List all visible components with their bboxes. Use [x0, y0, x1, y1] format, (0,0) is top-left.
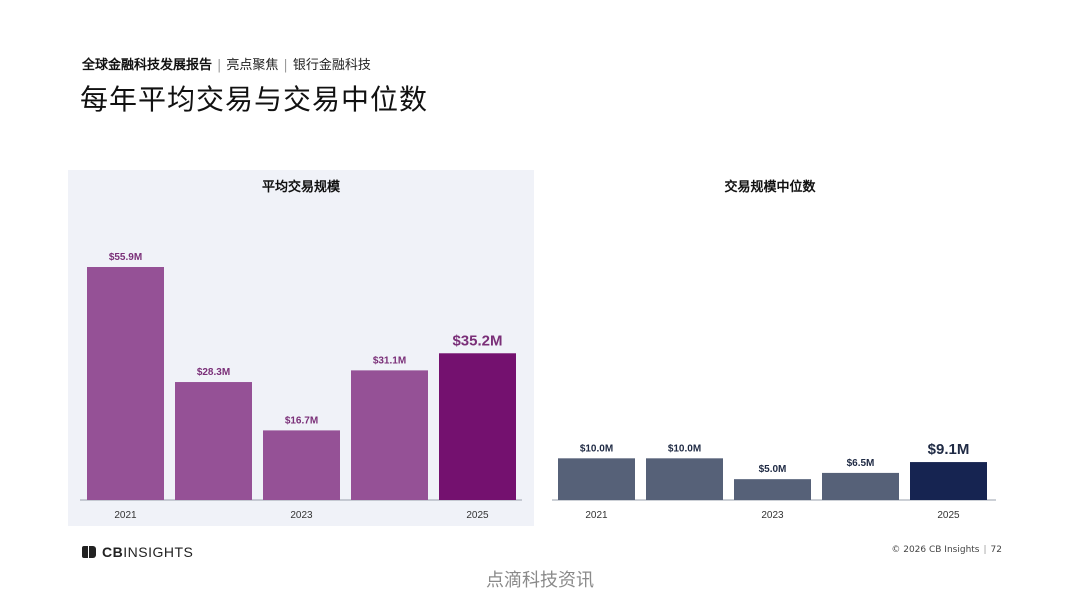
data-label: $10.0M	[668, 443, 701, 454]
bar-2025	[910, 462, 987, 500]
avg-deal-chart-title: 平均交易规模	[261, 180, 340, 195]
watermark-text: 点滴科技资讯	[486, 570, 594, 591]
data-label: $28.3M	[197, 367, 230, 378]
bar-2021	[87, 267, 164, 500]
bar-2022	[175, 382, 252, 500]
report-header: 全球金融科技发展报告 | 亮点聚焦 | 银行金融科技	[82, 54, 371, 73]
x-tick-label: 2025	[937, 510, 960, 521]
report-name: 全球金融科技发展报告	[82, 58, 213, 73]
x-tick-label: 2023	[290, 510, 313, 521]
data-label: $6.5M	[847, 458, 875, 469]
data-label: $16.7M	[285, 415, 318, 426]
topic-name: 银行金融科技	[292, 58, 371, 73]
header-separator: |	[283, 58, 288, 73]
bar-2023	[734, 479, 811, 500]
bar-2024	[351, 370, 428, 500]
bar-2025	[439, 353, 516, 500]
section-name: 亮点聚焦	[226, 58, 279, 73]
copyright-separator: |	[983, 545, 987, 555]
header-separator: |	[217, 58, 222, 73]
bar-2021	[558, 458, 635, 500]
x-tick-label: 2025	[466, 510, 489, 521]
x-tick-label: 2021	[585, 510, 608, 521]
avg-deal-chart: $55.9M 2021 $28.3M $16.7M 2023 $31.1M $35.2M 20…	[80, 252, 522, 521]
page-title: 每年平均交易与交易中位数	[80, 83, 429, 116]
data-label: $35.2M	[452, 332, 502, 349]
bar-2022	[646, 458, 723, 500]
median-deal-chart-title: 交易规模中位数	[724, 180, 816, 195]
data-label: $55.9M	[109, 252, 142, 263]
data-label: $31.1M	[373, 355, 406, 366]
page-number: 72	[990, 545, 1002, 555]
data-label: $5.0M	[759, 464, 787, 475]
data-label: $9.1M	[928, 441, 970, 458]
median-deal-chart: $10.0M 2021 $10.0M $5.0M 2023 $6.5M $9.1M 2025	[552, 441, 996, 521]
copyright: © 2026 CB Insights | 72	[891, 545, 1002, 555]
copyright-text: © 2026 CB Insights	[891, 545, 980, 555]
logo-cb-text: CB	[102, 544, 124, 560]
cb-logo-icon	[82, 546, 96, 558]
bar-2023	[263, 430, 340, 500]
x-tick-label: 2021	[114, 510, 137, 521]
cb-insights-logo: CBINSIGHTS	[82, 543, 193, 561]
bar-2024	[822, 472, 899, 500]
x-tick-label: 2023	[761, 510, 784, 521]
data-label: $10.0M	[580, 443, 613, 454]
logo-insights-text: INSIGHTS	[123, 544, 194, 560]
